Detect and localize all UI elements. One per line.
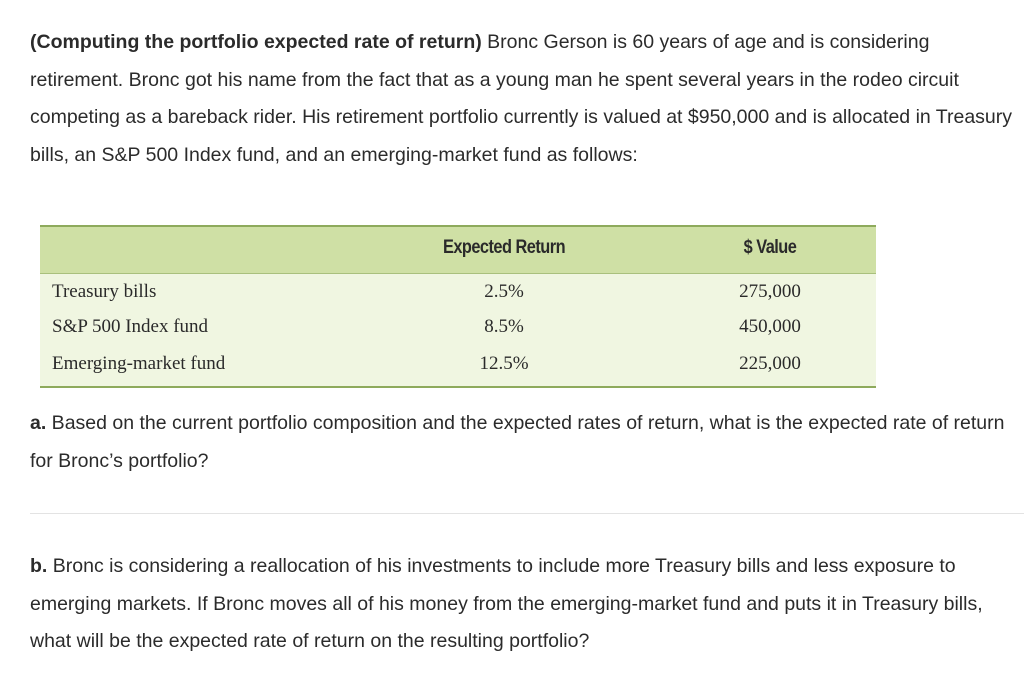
question-b-text: Bronc is considering a reallocation of h… — [30, 555, 983, 652]
portfolio-table: Expected Return $ Value Treasury bills 2… — [40, 225, 876, 388]
header-value: $ Value — [743, 237, 797, 258]
asset-value: 450,000 — [739, 316, 801, 337]
problem-body: Bronc Gerson is 60 years of age and is c… — [30, 31, 1013, 166]
section-divider — [30, 513, 1024, 514]
table-row: Treasury bills 2.5% 275,000 — [40, 279, 876, 315]
problem-intro: (Computing the portfolio expected rate o… — [30, 24, 1020, 174]
table-header: Expected Return $ Value — [40, 227, 876, 274]
problem-heading: (Computing the portfolio expected rate o… — [30, 31, 482, 53]
asset-expected-return: 12.5% — [479, 353, 529, 374]
question-a: a. Based on the current portfolio compos… — [30, 405, 1020, 480]
asset-name: Treasury bills — [52, 281, 157, 302]
header-expected-return: Expected Return — [442, 237, 566, 258]
table-row: S&P 500 Index fund 8.5% 450,000 — [40, 314, 876, 350]
asset-expected-return: 2.5% — [484, 281, 524, 302]
question-b-label: b. — [30, 555, 48, 577]
asset-name: Emerging-market fund — [52, 353, 226, 374]
asset-expected-return: 8.5% — [484, 316, 524, 337]
question-a-text: Based on the current portfolio compositi… — [30, 412, 1005, 472]
asset-value: 225,000 — [739, 353, 801, 374]
asset-name: S&P 500 Index fund — [52, 316, 209, 337]
asset-value: 275,000 — [739, 281, 801, 302]
question-a-label: a. — [30, 412, 47, 434]
question-b: b. Bronc is considering a reallocation o… — [30, 548, 1020, 661]
table-row: Emerging-market fund 12.5% 225,000 — [40, 351, 876, 387]
